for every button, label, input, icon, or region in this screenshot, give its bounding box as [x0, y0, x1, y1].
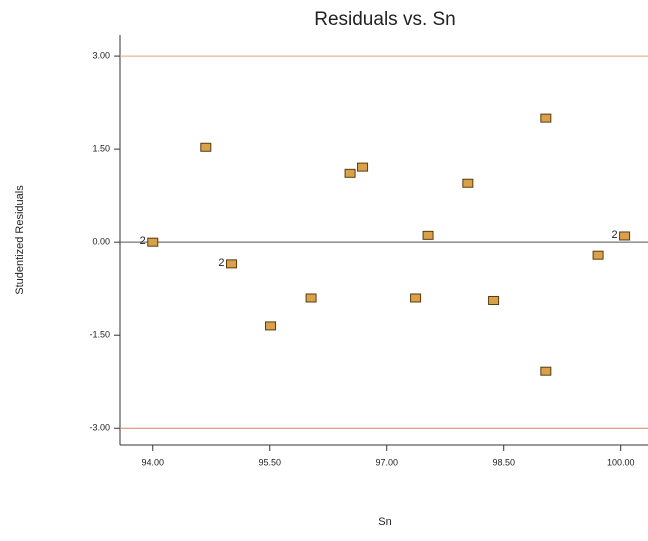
- x-tick-label: 95.50: [258, 457, 281, 467]
- point: [619, 231, 631, 241]
- x-axis-label: Sn: [378, 516, 391, 528]
- x-tick-label: 98.50: [492, 457, 515, 467]
- y-tick-label: -3.00: [89, 423, 110, 433]
- point: [200, 142, 212, 152]
- x-tick-label: 100.00: [607, 457, 635, 467]
- y-tick-label: 3.00: [92, 50, 110, 60]
- point: [305, 293, 317, 303]
- point: [488, 295, 500, 305]
- point: [344, 168, 356, 178]
- y-axis-label: Studentized Residuals: [14, 185, 26, 295]
- point: [462, 178, 474, 188]
- point: [265, 321, 277, 331]
- x-tick-label: 97.00: [375, 457, 398, 467]
- point: [147, 237, 159, 247]
- y-tick-label: 1.50: [92, 144, 110, 154]
- point: [422, 230, 434, 240]
- y-tick-label: 0.00: [92, 237, 110, 247]
- x-tick-label: 94.00: [141, 457, 164, 467]
- point-label: 2: [140, 235, 146, 247]
- y-tick-label: -1.50: [89, 330, 110, 340]
- point: [226, 259, 238, 269]
- point: [410, 293, 422, 303]
- point: [540, 113, 552, 123]
- point: [540, 366, 552, 376]
- point: [592, 250, 604, 260]
- point-label: 2: [611, 229, 617, 241]
- point: [357, 162, 369, 172]
- chart-title: Residuals vs. Sn: [314, 9, 456, 30]
- point-label: 2: [218, 257, 224, 269]
